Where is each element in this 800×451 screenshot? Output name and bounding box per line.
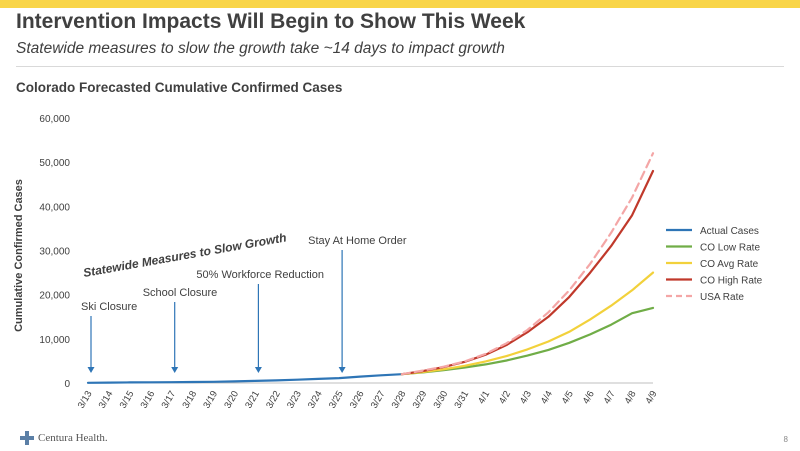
legend-label: Actual Cases: [700, 226, 759, 237]
x-tick-label: 3/21: [243, 389, 262, 411]
y-tick-label: 60,000: [39, 114, 70, 125]
x-tick-label: 3/28: [390, 389, 409, 411]
annotation-label: 50% Workforce Reduction: [196, 269, 324, 281]
x-tick-label: 4/2: [497, 389, 513, 406]
legend-label: CO Avg Rate: [700, 259, 759, 270]
title-divider: [16, 66, 784, 67]
legend-label: CO Low Rate: [700, 243, 760, 254]
series-line-co-high-rate: [400, 169, 655, 376]
x-tick-label: 3/29: [411, 389, 430, 411]
x-tick-label: 4/7: [602, 389, 618, 406]
x-tick-label: 3/15: [118, 389, 137, 411]
annotation-label: Stay At Home Order: [308, 235, 407, 247]
chart-heading: Colorado Forecasted Cumulative Confirmed…: [16, 80, 343, 95]
legend-label: USA Rate: [700, 292, 744, 303]
page-number: 8: [783, 435, 788, 444]
y-axis-title: Cumulative Confirmed Cases: [13, 179, 25, 332]
x-tick-label: 3/27: [369, 389, 388, 411]
x-tick-label: 4/4: [539, 389, 555, 406]
series-line-actual-cases: [86, 373, 403, 384]
x-tick-label: 3/19: [201, 389, 220, 411]
series-line-co-low-rate: [400, 306, 655, 376]
y-tick-label: 40,000: [39, 202, 70, 213]
x-tick-label: 3/22: [264, 389, 283, 411]
series-line-usa-rate: [400, 152, 655, 376]
x-tick-label: 3/24: [306, 389, 325, 411]
cross-icon: [20, 431, 34, 445]
x-tick-label: 3/23: [285, 389, 304, 411]
slide-title: Intervention Impacts Will Begin to Show …: [16, 10, 526, 33]
x-tick-label: 3/17: [160, 389, 179, 411]
x-tick-label: 4/1: [476, 389, 492, 406]
x-tick-label: 3/25: [327, 389, 346, 411]
x-tick-label: 4/3: [518, 389, 534, 406]
x-tick-label: 3/18: [180, 389, 199, 411]
slide-subtitle: Statewide measures to slow the growth ta…: [16, 40, 505, 57]
annotation-arrow-head: [338, 367, 346, 373]
centura-health-logo: Centura Health.: [20, 431, 108, 445]
annotation-arrow-head: [254, 367, 262, 373]
y-tick-label: 50,000: [39, 158, 70, 169]
x-tick-label: 3/14: [97, 389, 116, 411]
x-tick-label: 4/8: [623, 389, 639, 406]
series-line-co-avg-rate: [400, 271, 655, 376]
x-tick-label: 3/20: [222, 389, 241, 411]
y-tick-label: 10,000: [39, 335, 70, 346]
legend-label: CO High Rate: [700, 276, 763, 287]
annotation-label: Ski Closure: [81, 301, 137, 313]
x-tick-label: 3/13: [76, 389, 95, 411]
x-tick-label: 4/6: [581, 389, 597, 406]
x-tick-label: 3/16: [139, 389, 158, 411]
y-tick-label: 20,000: [39, 291, 70, 302]
accent-bar: [0, 0, 800, 8]
annotation-arrow-head: [171, 367, 179, 373]
logo-text: Centura Health.: [38, 432, 108, 444]
annotation-label: School Closure: [143, 287, 218, 299]
x-tick-label: 4/9: [643, 389, 659, 406]
y-tick-label: 0: [64, 379, 70, 390]
x-tick-label: 4/5: [560, 389, 576, 406]
x-tick-label: 3/26: [348, 389, 367, 411]
x-tick-label: 3/31: [452, 389, 471, 411]
x-tick-label: 3/30: [432, 389, 451, 411]
y-tick-label: 30,000: [39, 247, 70, 258]
annotation-arrow-head: [87, 367, 95, 373]
